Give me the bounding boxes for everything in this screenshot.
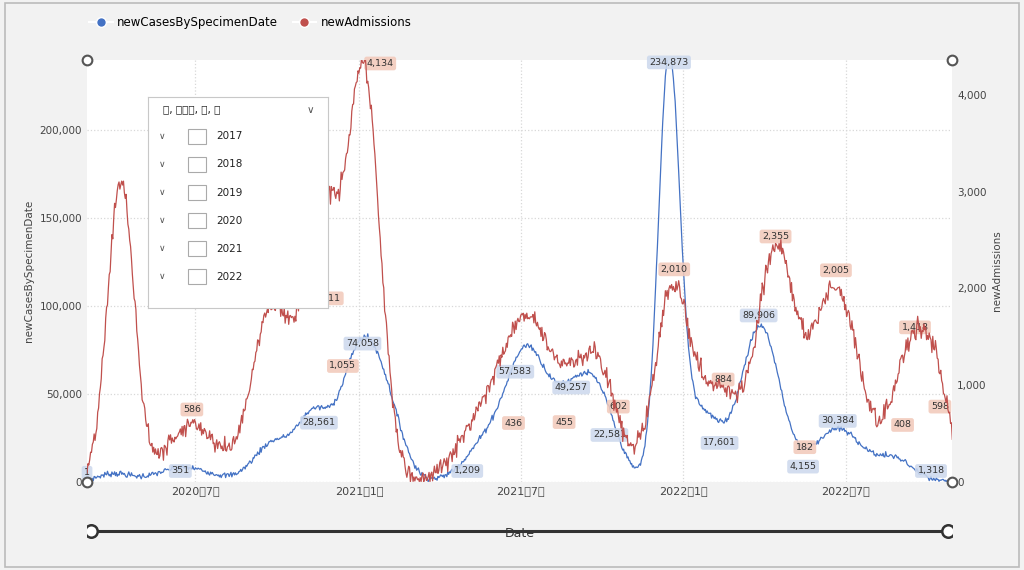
Text: 2017: 2017: [216, 131, 243, 141]
Text: 30,384: 30,384: [821, 417, 854, 425]
FancyBboxPatch shape: [188, 129, 206, 144]
Text: 598: 598: [931, 402, 949, 411]
FancyBboxPatch shape: [188, 185, 206, 200]
Text: 89,906: 89,906: [742, 311, 775, 320]
Text: 22,581: 22,581: [593, 430, 626, 439]
Text: 2,005: 2,005: [822, 266, 850, 275]
FancyBboxPatch shape: [188, 157, 206, 172]
Legend: newCasesBySpecimenDate, newAdmissions: newCasesBySpecimenDate, newAdmissions: [84, 11, 417, 34]
Text: 1,318: 1,318: [918, 466, 944, 475]
Text: 455: 455: [555, 418, 573, 426]
FancyBboxPatch shape: [188, 270, 206, 284]
Text: ∨: ∨: [160, 188, 166, 197]
Text: 2022: 2022: [216, 272, 243, 282]
Text: ∨: ∨: [160, 272, 166, 282]
Text: 2021: 2021: [216, 244, 243, 254]
Text: ∨: ∨: [160, 160, 166, 169]
Text: 2020: 2020: [216, 215, 243, 226]
Text: 57,583: 57,583: [499, 367, 531, 376]
Text: 4,134: 4,134: [367, 59, 394, 68]
Text: 2018: 2018: [216, 160, 243, 169]
Text: 2,010: 2,010: [660, 265, 688, 274]
Text: ∨: ∨: [160, 216, 166, 225]
Text: 1,711: 1,711: [314, 294, 341, 303]
Text: 1,209: 1,209: [454, 466, 480, 475]
Text: 4,155: 4,155: [790, 462, 816, 471]
Text: 2,355: 2,355: [762, 232, 790, 241]
X-axis label: Date: Date: [505, 527, 535, 540]
Y-axis label: newCasesBySpecimenDate: newCasesBySpecimenDate: [24, 200, 34, 342]
Text: 234,873: 234,873: [649, 58, 688, 67]
Text: ∨: ∨: [160, 245, 166, 253]
Y-axis label: newAdmissions: newAdmissions: [992, 230, 1002, 311]
Text: 1,055: 1,055: [330, 361, 356, 370]
Text: 2019: 2019: [216, 188, 243, 198]
Text: 351: 351: [171, 466, 189, 475]
Text: 586: 586: [183, 405, 201, 414]
Text: 602: 602: [609, 402, 628, 411]
Text: 436: 436: [505, 418, 522, 428]
Text: ∨: ∨: [306, 104, 313, 115]
Text: 182: 182: [796, 443, 814, 451]
Text: 28,561: 28,561: [302, 418, 336, 427]
Text: 17,601: 17,601: [703, 438, 736, 447]
Text: 3,099: 3,099: [211, 158, 239, 168]
Text: 年, 四半期, 月, 日: 年, 四半期, 月, 日: [163, 104, 220, 115]
Text: 408: 408: [894, 421, 911, 429]
Text: 1,418: 1,418: [901, 323, 929, 332]
Text: ∨: ∨: [160, 132, 166, 141]
Text: 74,058: 74,058: [346, 339, 379, 348]
Text: 884: 884: [714, 375, 732, 384]
FancyBboxPatch shape: [188, 241, 206, 256]
Text: 49,257: 49,257: [555, 383, 588, 392]
FancyBboxPatch shape: [188, 213, 206, 228]
Text: 1: 1: [84, 469, 90, 477]
